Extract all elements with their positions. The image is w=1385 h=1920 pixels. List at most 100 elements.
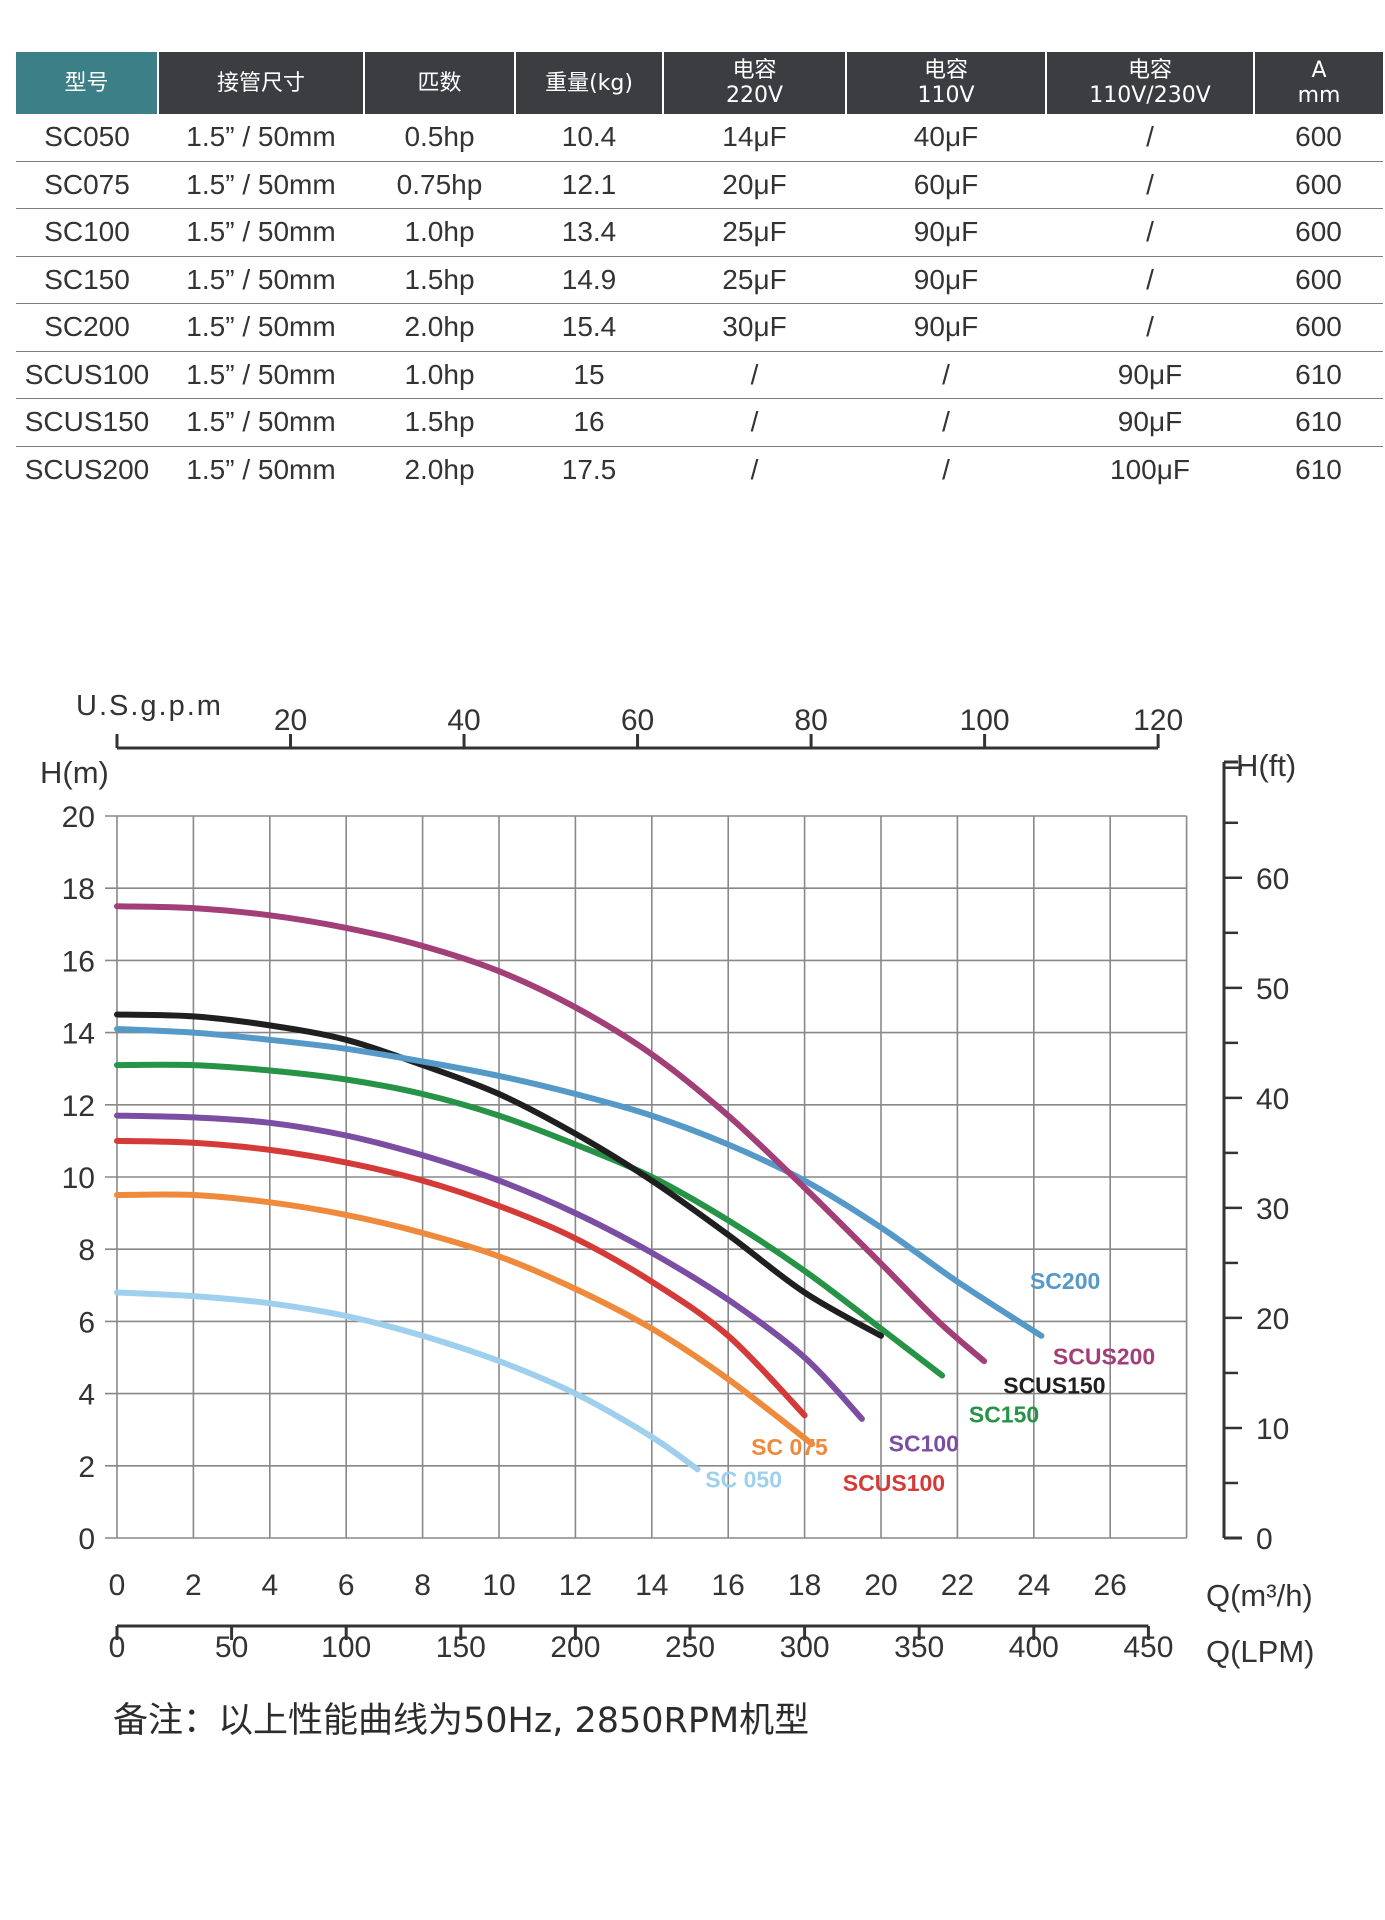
table-cell: 16 <box>515 398 663 447</box>
top-axis-tick-label: 20 <box>274 704 307 737</box>
column-header-line1: 电容 <box>1127 58 1172 83</box>
series-label-sc150: SC150 <box>969 1401 1039 1427</box>
x-axis-label: Q(m³/h) <box>1206 1578 1313 1613</box>
x-tick-label: 26 <box>1094 1569 1127 1602</box>
bottom-lpm-tick-label: 300 <box>780 1631 830 1664</box>
table-cell: 1.5hp <box>364 256 515 304</box>
table-cell: 1.5” / 50mm <box>158 208 364 257</box>
bottom-lpm-tick-label: 100 <box>321 1631 371 1664</box>
table-row: SC075 1.5” / 50mm 0.75hp 12.1 20μF 60μF/600 <box>16 161 1383 209</box>
series-label-sc075: SC 075 <box>751 1434 828 1460</box>
series-line-scus150 <box>114 1011 884 1339</box>
table-cell: 12.1 <box>515 161 663 209</box>
table-cell: 30μF <box>663 303 846 352</box>
series-line-scus100 <box>114 1137 808 1419</box>
table-cell: 0.75hp <box>364 161 515 209</box>
table-cell: / <box>846 351 1046 399</box>
table-cell: 90μF <box>1046 351 1254 399</box>
column-header-line1: 电容 <box>732 58 777 83</box>
series-label-scus100: SCUS100 <box>843 1470 945 1496</box>
column-header-line2: mm <box>1297 83 1341 108</box>
table-cell: SC050 <box>16 114 158 162</box>
table-cell: 1.5” / 50mm <box>158 256 364 304</box>
table-cell: 13.4 <box>515 208 663 257</box>
right-axis-label: H(ft) <box>1236 748 1296 783</box>
column-header-3: 重量(kg) <box>514 52 663 114</box>
table-cell: 610 <box>1295 453 1342 485</box>
top-axis-tick-label: 80 <box>794 704 827 737</box>
table-cell: SC200 <box>16 303 158 352</box>
x-tick-label: 4 <box>261 1569 278 1602</box>
x-tick-label: 18 <box>788 1569 821 1602</box>
right-axis-tick-label: 30 <box>1256 1193 1289 1226</box>
series-line-sc200 <box>114 1026 1045 1339</box>
table-cell: 600 <box>1254 161 1383 209</box>
column-header-line1: 接管尺寸 <box>216 70 305 96</box>
column-header-1: 接管尺寸 <box>157 52 364 114</box>
x-tick-label: 14 <box>635 1569 668 1602</box>
table-cell: 600 <box>1254 114 1383 162</box>
table-cell: 1.5” / 50mm <box>158 351 364 399</box>
table-cell: / <box>663 398 846 447</box>
series-label-scus150: SCUS150 <box>1003 1373 1105 1399</box>
x-tick-label: 12 <box>559 1569 592 1602</box>
table-cell: / <box>942 453 950 485</box>
table-row: SCUS100 1.5” / 50mm 1.0hp 15//90μF 610 <box>16 351 1383 399</box>
right-axis-tick-label: 10 <box>1256 1413 1289 1446</box>
bottom-lpm-tick-label: 450 <box>1123 1631 1173 1664</box>
bottom-lpm-tick-label: 350 <box>894 1631 944 1664</box>
table-cell: 1.5” / 50mm <box>158 161 364 209</box>
top-axis-tick-label: 40 <box>447 704 480 737</box>
table-cell: SC100 <box>16 208 158 257</box>
table-row: SC100 1.5” / 50mm 1.0hp 13.4 25μF 90μF/600 <box>16 208 1383 257</box>
table-cell: SCUS100 <box>16 351 158 399</box>
table-row: SC050 1.5” / 50mm 0.5hp 10.4 14μF 40μF/600 <box>16 114 1383 162</box>
table-cell: / <box>1046 161 1254 209</box>
column-header-line1: 型号 <box>64 70 109 96</box>
table-cell: 15 <box>515 351 663 399</box>
top-axis-label: U.S.g.p.m <box>76 690 223 722</box>
series-line-sc075 <box>114 1191 816 1448</box>
table-cell: 1.5” / 50mm <box>158 303 364 352</box>
footnote: 备注：以上性能曲线为50Hz, 2850RPM机型 <box>113 1701 810 1741</box>
column-header-line2: 110V <box>917 83 975 108</box>
column-header-line1: 匹数 <box>417 70 462 96</box>
column-header-0: 型号 <box>16 52 158 114</box>
x-tick-label: 16 <box>712 1569 745 1602</box>
table-row: SCUS150 1.5” / 50mm 1.5hp 16//90μF 610 <box>16 398 1383 447</box>
y-tick-label: 14 <box>62 1018 95 1051</box>
table-cell: SC150 <box>16 256 158 304</box>
table-cell: 1.5” / 50mm <box>158 114 364 162</box>
bottom-lpm-tick-label: 400 <box>1009 1631 1059 1664</box>
table-cell: 10.4 <box>515 114 663 162</box>
table-cell: 1.5” / 50mm <box>158 398 364 447</box>
bottom-lpm-tick-label: 250 <box>665 1631 715 1664</box>
table-cell: SC075 <box>16 161 158 209</box>
table-cell: 60μF <box>846 161 1046 209</box>
column-header-line1: A <box>1311 58 1327 83</box>
y-tick-label: 12 <box>62 1090 95 1123</box>
top-axis-tick-label: 120 <box>1133 704 1183 737</box>
table-cell: / <box>1046 303 1254 352</box>
bottom-lpm-axis-label: Q(LPM) <box>1206 1634 1315 1669</box>
right-axis-tick-label: 0 <box>1256 1523 1273 1556</box>
table-cell: SCUS200 <box>24 453 150 485</box>
y-tick-label: 20 <box>62 801 95 834</box>
table-cell: 2.0hp <box>364 303 515 352</box>
table-cell: / <box>1046 208 1254 257</box>
column-header-6: 电容 110V/230V <box>1045 52 1254 114</box>
bottom-lpm-tick-label: 50 <box>215 1631 248 1664</box>
table-cell: 610 <box>1254 351 1383 399</box>
column-header-4: 电容 220V <box>662 52 846 114</box>
table-cell: 90μF <box>1046 398 1254 447</box>
y-axis-label: H(m) <box>40 755 109 790</box>
series-line-sc150 <box>114 1061 946 1379</box>
table-body: SC050 1.5” / 50mm 0.5hp 10.4 14μF 40μF/600 SC0… <box>16 114 1383 493</box>
table-cell: 0.5hp <box>364 114 515 162</box>
table-cell: / <box>1046 114 1254 162</box>
x-tick-label: 24 <box>1017 1569 1050 1602</box>
table-cell: 1.0hp <box>364 208 515 257</box>
x-tick-label: 0 <box>109 1569 126 1602</box>
table-cell: 90μF <box>846 208 1046 257</box>
